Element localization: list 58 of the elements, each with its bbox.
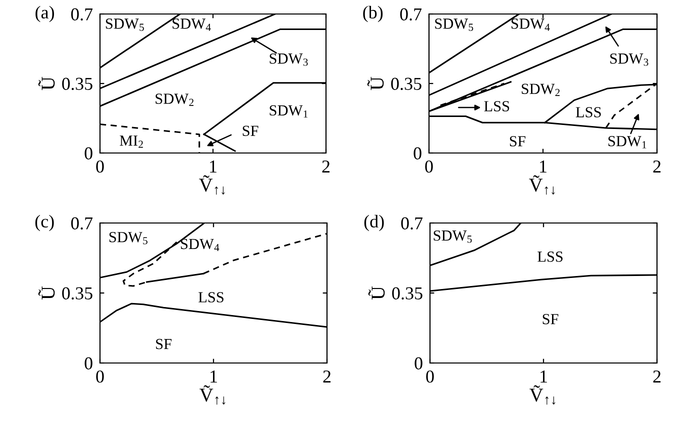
chart-title: (c) [35, 214, 54, 232]
x-tick-label: 2 [323, 370, 331, 382]
annotation: SDW$_{5}$ [435, 18, 474, 31]
x-tick-label: 0 [426, 370, 434, 383]
x-tick-label: 2 [653, 370, 661, 382]
y-tick-label: 0 [84, 147, 92, 160]
y-tick-label: 0.7 [71, 8, 93, 21]
annotation: SDW$_{2}$ [522, 84, 560, 96]
x-tick-label: 1 [540, 370, 547, 382]
annotation: SF [542, 314, 558, 324]
y-tick-label: 0 [84, 357, 92, 370]
y-tick-label: 0 [414, 357, 422, 370]
x-axis-title: Ṽ$_{↑↓}$ [200, 385, 226, 405]
annotation: SDW$_{1}$ [608, 136, 646, 148]
annotation: LSS [484, 101, 510, 112]
x-tick-label: 2 [322, 160, 330, 172]
y-axis-title: Ũ [38, 286, 55, 300]
y-tick-label: 0.35 [62, 287, 92, 300]
annotation: SDW$_{5}$ [434, 230, 472, 243]
x-tick-label: 1 [210, 370, 217, 382]
annotation: SDW$_{3}$ [270, 53, 308, 66]
y-axis-title: Ũ [368, 286, 385, 300]
annotation: SDW$_{4}$ [512, 18, 550, 31]
x-axis-title: Ṽ$_{↑↓}$ [530, 385, 556, 405]
annotation: LSS [538, 252, 563, 262]
annotation: LSS [198, 292, 224, 302]
chart-title: (d) [364, 214, 384, 232]
annotation: SDW$_{4}$ [180, 238, 220, 252]
annotation: SF [242, 126, 258, 136]
chart-title: (b) [363, 6, 383, 22]
x-tick-label: 0 [425, 160, 433, 173]
x-axis-title: Ṽ$_{↑↓}$ [529, 175, 555, 195]
annotation: SDW$_{5}$ [106, 18, 144, 31]
x-tick-label: 1 [210, 160, 216, 172]
x-axis-title: Ṽ$_{↑↓}$ [199, 175, 225, 195]
y-tick-label: 0.35 [62, 78, 92, 90]
y-tick-label: 0.35 [391, 78, 422, 90]
annotation: SDW$_{2}$ [156, 94, 194, 106]
annotation: SF [510, 136, 526, 146]
y-tick-label: 0.35 [392, 287, 422, 300]
y-axis-title: Ũ [367, 76, 384, 90]
x-tick-label: 0 [96, 160, 104, 173]
y-axis-title: Ũ [38, 76, 55, 90]
y-tick-label: 0.7 [401, 217, 423, 230]
chart-title: (a) [36, 6, 54, 22]
annotation: LSS [576, 107, 601, 118]
y-tick-label: 0.7 [400, 8, 422, 21]
y-tick-label: 0.7 [71, 217, 93, 230]
y-tick-label: 0 [414, 147, 422, 160]
x-tick-label: 1 [540, 160, 546, 172]
annotation: SDW$_{5}$ [109, 232, 148, 244]
x-tick-label: 2 [653, 160, 661, 172]
annotation: MI$_{2}$ [120, 136, 143, 148]
annotation: SDW$_{3}$ [610, 53, 648, 66]
annotation: SDW$_{4}$ [172, 18, 211, 31]
x-tick-label: 0 [96, 370, 104, 383]
annotation: SDW$_{1}$ [270, 105, 308, 118]
annotation: SF [156, 338, 172, 350]
